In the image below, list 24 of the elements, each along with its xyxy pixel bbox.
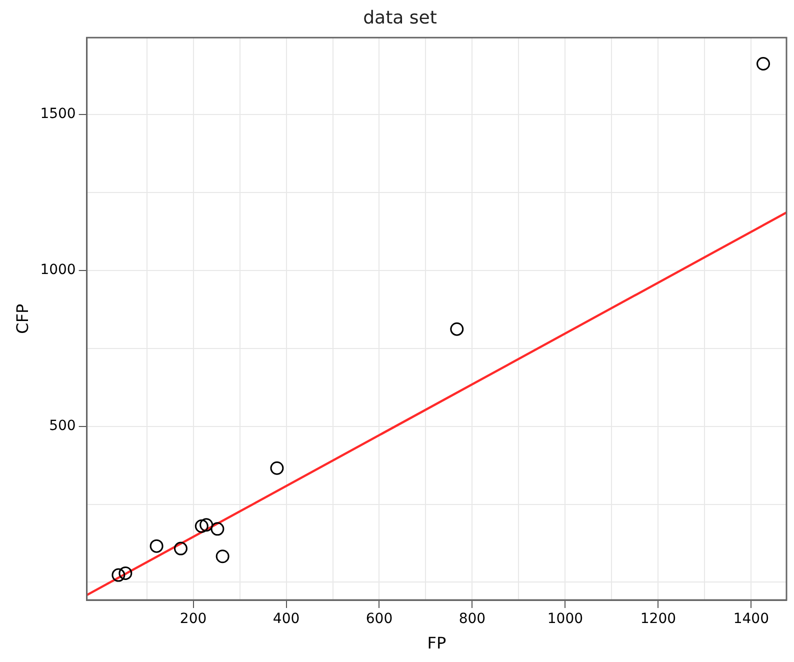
x-tick-label: 400 [272, 611, 300, 628]
y-tick-label: 1000 [40, 262, 76, 278]
point [270, 461, 284, 475]
x-tick-label: 1400 [733, 611, 769, 628]
point [756, 57, 770, 71]
y-axis-title: CFP [12, 303, 32, 334]
point [210, 522, 224, 536]
point [150, 539, 164, 553]
point [174, 542, 188, 556]
point [450, 322, 464, 336]
x-tick-label: 1000 [547, 611, 584, 628]
point [216, 550, 230, 564]
chart-title: data set [363, 7, 437, 28]
point [200, 518, 214, 532]
x-tick-label: 600 [366, 611, 393, 628]
x-tick-label: 200 [180, 611, 207, 628]
x-tick-label: 800 [458, 611, 486, 628]
point [118, 566, 132, 580]
y-tick-label: 500 [49, 418, 76, 434]
point [112, 568, 126, 582]
x-tick-label: 1200 [640, 611, 676, 628]
y-tick-label: 1500 [40, 106, 76, 122]
x-axis-title: FP [427, 634, 446, 653]
point [194, 519, 208, 533]
